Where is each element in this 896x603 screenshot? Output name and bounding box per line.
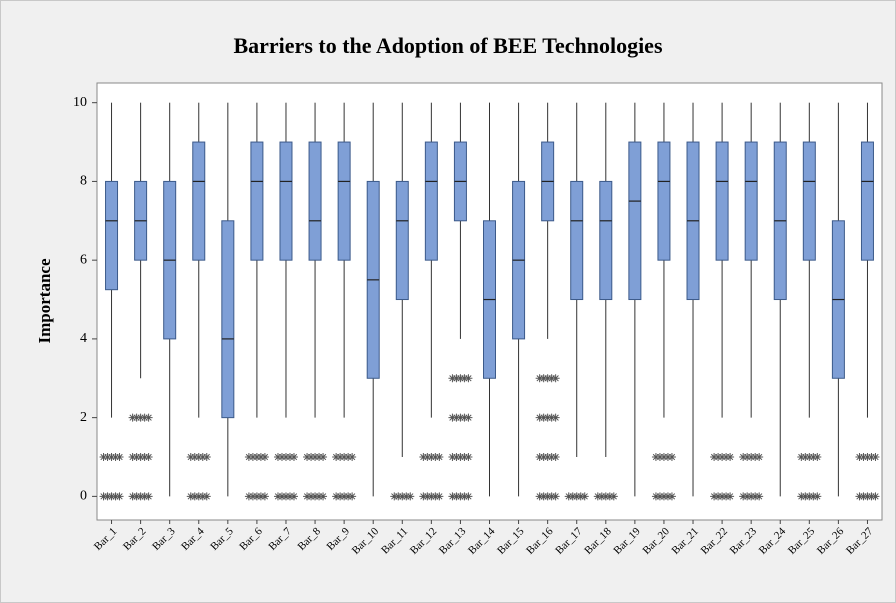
box <box>599 180 613 301</box>
y-tick-label: 2 <box>80 410 87 425</box>
outlier <box>535 413 560 422</box>
box <box>105 180 119 291</box>
y-tick-label: 4 <box>80 331 87 346</box>
y-tick-label: 8 <box>80 174 87 189</box>
outlier <box>855 492 880 501</box>
outlier <box>128 492 153 501</box>
box <box>860 141 874 261</box>
outlier <box>651 492 676 501</box>
outlier <box>710 492 735 501</box>
box <box>628 141 642 301</box>
outlier <box>273 492 298 501</box>
chart-title: Barriers to the Adoption of BEE Technolo… <box>233 33 662 58</box>
box <box>308 141 322 261</box>
outlier <box>128 413 153 422</box>
box <box>657 141 671 261</box>
outlier <box>332 453 357 462</box>
outlier <box>303 492 328 501</box>
outlier <box>448 413 473 422</box>
outlier <box>244 492 269 501</box>
y-tick-label: 0 <box>80 489 87 504</box>
outlier <box>710 453 735 462</box>
box <box>279 141 293 261</box>
outlier <box>186 492 211 501</box>
outlier <box>448 453 473 462</box>
outlier <box>186 453 211 462</box>
y-tick-label: 10 <box>73 95 87 110</box>
outlier <box>244 453 269 462</box>
outlier <box>797 492 822 501</box>
outlier <box>99 453 124 462</box>
box <box>221 220 235 419</box>
outlier <box>390 492 415 501</box>
outlier <box>535 453 560 462</box>
outlier <box>535 492 560 501</box>
outlier <box>651 453 676 462</box>
outlier <box>303 453 328 462</box>
box <box>337 141 351 261</box>
outlier <box>332 492 357 501</box>
box <box>802 141 816 261</box>
outlier <box>448 374 473 383</box>
outlier <box>564 492 589 501</box>
outlier <box>739 453 764 462</box>
box <box>424 141 438 261</box>
outlier <box>419 453 444 462</box>
outlier <box>797 453 822 462</box>
y-tick-label: 6 <box>80 252 87 267</box>
outlier <box>535 374 560 383</box>
box <box>744 141 758 261</box>
outlier <box>593 492 618 501</box>
box <box>192 141 206 261</box>
outlier <box>99 492 124 501</box>
box <box>250 141 264 261</box>
box <box>715 141 729 261</box>
outlier <box>739 492 764 501</box>
outlier <box>128 453 153 462</box>
outlier <box>855 453 880 462</box>
y-axis-label: Importance <box>35 258 54 343</box>
box <box>395 180 409 301</box>
box <box>570 180 584 301</box>
outlier <box>419 492 444 501</box>
outlier <box>448 492 473 501</box>
outlier <box>273 453 298 462</box>
